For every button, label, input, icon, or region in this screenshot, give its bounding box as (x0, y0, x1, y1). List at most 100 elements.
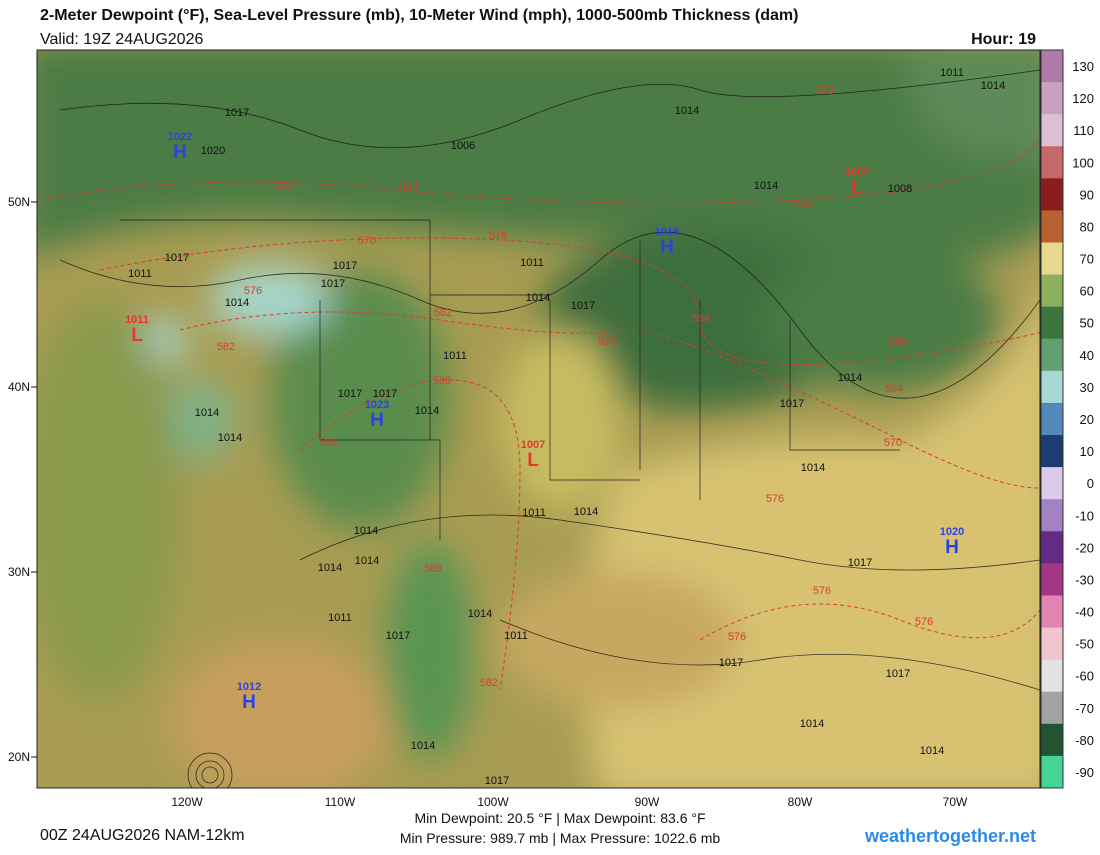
map-field (37, 50, 1040, 788)
pressure-center-value: 1019 (655, 226, 679, 238)
colorbar-label: -20 (1075, 540, 1094, 555)
thickness-label: 588 (319, 437, 337, 449)
thickness-label: 564 (885, 383, 903, 395)
colorbar-swatch (1041, 659, 1063, 693)
colorbar-swatch (1041, 338, 1063, 372)
colorbar-label: 50 (1080, 316, 1094, 331)
pressure-stats: Min Pressure: 989.7 mb | Max Pressure: 1… (400, 830, 721, 846)
thickness-label: 576 (728, 631, 746, 643)
colorbar-swatch (1041, 274, 1063, 308)
longitude-label: 100W (477, 795, 509, 809)
isobar-label: 1014 (195, 407, 219, 419)
colorbar-label: 100 (1072, 155, 1094, 170)
thickness-label: 570 (598, 336, 616, 348)
thickness-label: 564 (400, 181, 418, 193)
isobar-label: 1014 (675, 105, 699, 117)
pressure-center-value: 1007 (521, 439, 545, 451)
colorbar-swatch (1041, 723, 1063, 757)
colorbar-label: -30 (1075, 572, 1094, 587)
isobar-label: 1017 (848, 557, 872, 569)
colorbar-label: -10 (1075, 508, 1094, 523)
isobar-label: 1014 (468, 608, 492, 620)
longitude-label: 110W (325, 795, 356, 809)
isobar-label: 1014 (754, 180, 778, 192)
thickness-label: 582 (480, 677, 498, 689)
colorbar-label: 20 (1080, 412, 1094, 427)
colorbar-label: 10 (1080, 444, 1094, 459)
isobar-label: 1014 (225, 297, 249, 309)
isobar-label: 1017 (333, 260, 357, 272)
thickness-label: 570 (884, 437, 902, 449)
pressure-center-letter: L (851, 177, 863, 198)
thickness-label: 588 (424, 563, 442, 575)
longitude-label: 90W (635, 795, 660, 809)
colorbar-label: -80 (1075, 733, 1094, 748)
isobar-label: 1017 (225, 107, 249, 119)
isobar-label: 1017 (338, 388, 362, 400)
pressure-center-value: 1011 (125, 314, 149, 326)
isobar-label: 1014 (218, 432, 242, 444)
thickness-label: 564 (275, 181, 293, 193)
colorbar-swatch (1041, 82, 1063, 115)
colorbar-label: 70 (1080, 252, 1094, 267)
colorbar-label: 0 (1087, 476, 1094, 491)
colorbar: 1301201101009080706050403020100-10-20-30… (1040, 49, 1094, 789)
colorbar-swatch (1041, 146, 1063, 179)
isobar-label: 1014 (920, 745, 944, 757)
isobar-label: 1008 (888, 183, 912, 195)
colorbar-swatch (1041, 178, 1063, 211)
isobar-label: 1011 (520, 257, 544, 269)
isobar-label: 1017 (485, 775, 509, 787)
colorbar-frame (1040, 49, 1064, 789)
thickness-label: 558 (889, 336, 907, 348)
title: 2-Meter Dewpoint (°F), Sea-Level Pressur… (40, 7, 798, 24)
isobar-label: 1017 (886, 668, 910, 680)
isobar-label: 1017 (780, 398, 804, 410)
map-frame (36, 49, 1041, 789)
colorbar-swatch (1041, 435, 1063, 468)
colorbar-swatch (1041, 755, 1063, 789)
pressure-center-value: 1020 (940, 526, 964, 538)
pressure-center-value: 1007 (845, 166, 869, 178)
longitude-label: 70W (943, 795, 968, 809)
valid-time: Valid: 19Z 24AUG2026 (40, 31, 203, 48)
colorbar-label: 30 (1080, 380, 1094, 395)
thickness-label: 576 (813, 585, 831, 597)
longitude-label: 120W (171, 795, 203, 809)
model-run: 00Z 24AUG2026 NAM-12km (40, 827, 245, 844)
thickness-label: 564 (692, 313, 710, 325)
pressure-center-letter: H (370, 410, 384, 431)
dewpoint-stats: Min Dewpoint: 20.5 °F | Max Dewpoint: 83… (414, 810, 705, 826)
isobar-label: 1011 (522, 507, 546, 519)
isobar-label: 1011 (504, 630, 528, 642)
isobar-label: 1020 (201, 145, 225, 157)
isobar-label: 1011 (443, 350, 467, 362)
isobar-label: 1014 (411, 740, 435, 752)
pressure-center-letter: H (173, 142, 187, 163)
isobar-label: 1014 (355, 555, 379, 567)
pressure-center-value: 1012 (237, 681, 261, 693)
colorbar-swatch (1041, 306, 1063, 340)
colorbar-label: -50 (1075, 637, 1094, 652)
isobar-label: 1014 (574, 506, 598, 518)
pressure-center-letter: H (945, 537, 959, 558)
isobar-label: 1014 (838, 372, 862, 384)
site-link[interactable]: weathertogether.net (864, 826, 1036, 846)
thickness-label: 570 (358, 235, 376, 247)
pressure-center-letter: H (242, 692, 256, 713)
colorbar-swatch (1041, 691, 1063, 725)
pressure-center-value: 1022 (168, 131, 192, 143)
isobar-label: 1014 (318, 562, 342, 574)
colorbar-swatch (1041, 563, 1063, 596)
colorbar-swatch (1041, 210, 1063, 244)
forecast-hour: Hour: 19 (971, 31, 1036, 48)
colorbar-swatch (1041, 370, 1063, 404)
thickness-label: 576 (489, 230, 507, 242)
isobar-label: 1014 (800, 718, 824, 730)
colorbar-swatch (1041, 627, 1063, 661)
pressure-center-letter: H (660, 237, 674, 258)
isobar-label: 1017 (373, 388, 397, 400)
thickness-label: 558 (795, 199, 813, 211)
colorbar-swatch (1041, 50, 1063, 83)
thickness-label: 576 (244, 285, 262, 297)
